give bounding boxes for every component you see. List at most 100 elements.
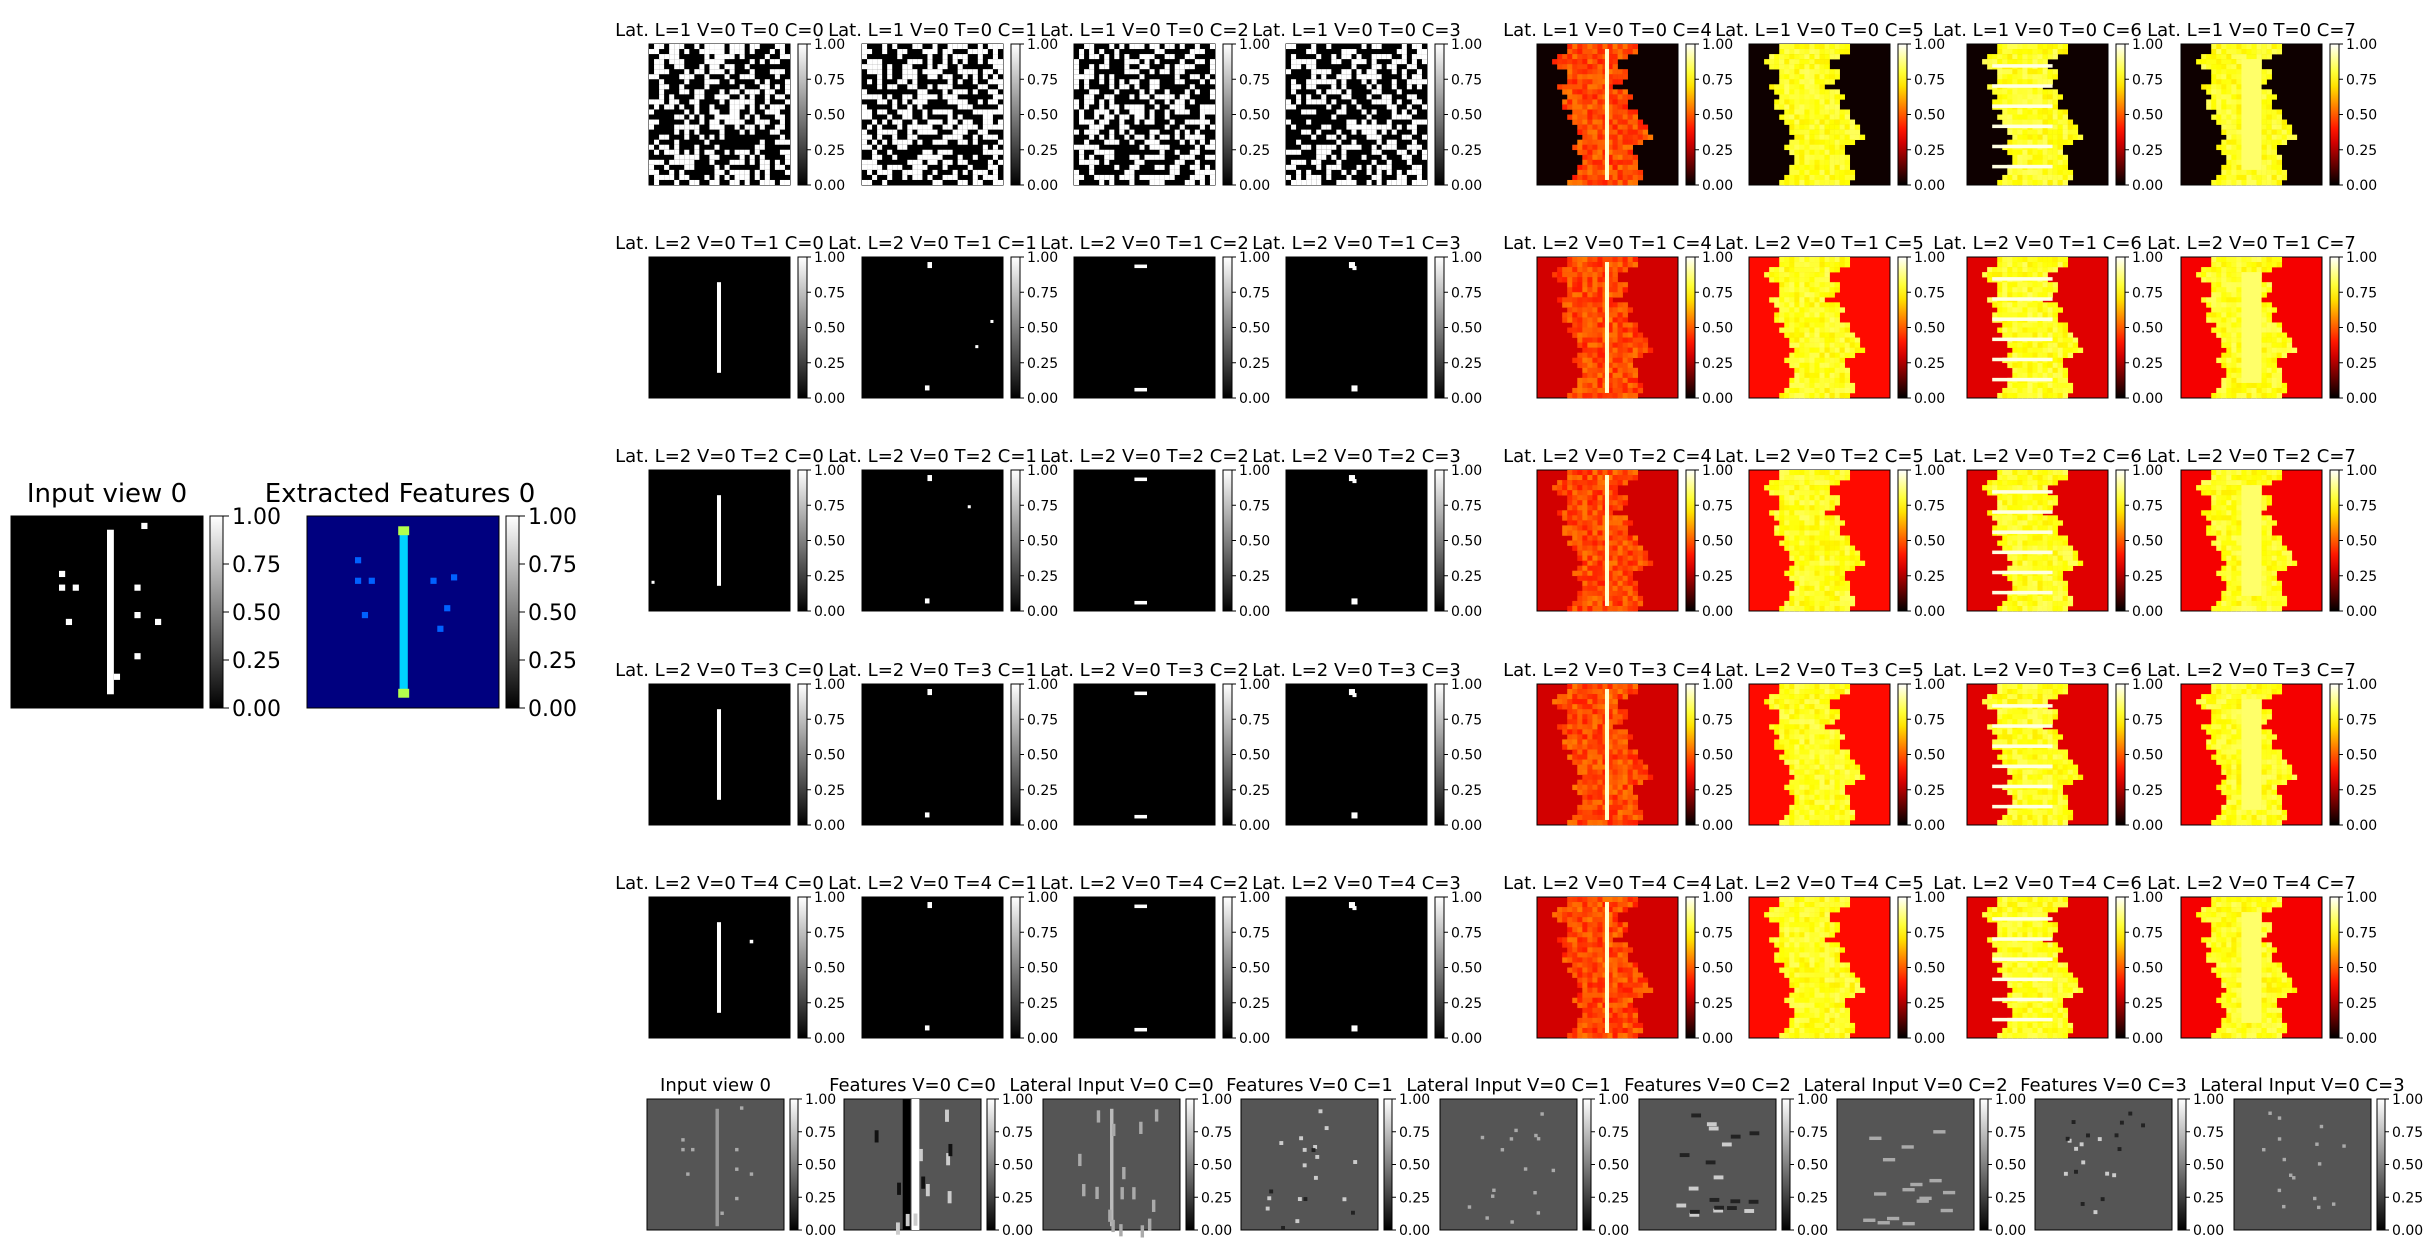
pixel — [1809, 59, 1815, 65]
pixel — [1819, 347, 1825, 353]
pixel — [1341, 69, 1347, 75]
pixel — [1612, 174, 1618, 181]
pixel — [1572, 44, 1578, 50]
pixel — [684, 89, 690, 95]
pixel — [1617, 267, 1623, 273]
pixel — [749, 154, 755, 160]
pixel — [882, 169, 888, 175]
pixel — [59, 570, 66, 578]
pixel — [1637, 352, 1644, 359]
pixel — [1834, 119, 1840, 125]
pixel — [1597, 317, 1603, 323]
pixel — [2231, 287, 2237, 293]
pixel — [1779, 277, 1785, 283]
pixel — [1144, 64, 1150, 70]
pixel — [1577, 164, 1583, 171]
pixel — [1617, 134, 1623, 140]
pixel — [1612, 119, 1618, 125]
pixel — [1844, 44, 1851, 50]
pixel — [1074, 64, 1080, 70]
pixel — [1154, 174, 1160, 180]
pixel — [1794, 347, 1800, 353]
pixel — [997, 109, 1003, 115]
colorbar — [1434, 256, 1445, 399]
pixel — [997, 139, 1003, 145]
pixel — [1361, 44, 1367, 50]
pixel — [1401, 69, 1407, 75]
pixel — [1562, 277, 1568, 283]
pixel — [1079, 114, 1085, 120]
pixel — [1632, 179, 1639, 186]
pixel — [1632, 550, 1639, 556]
pixel — [1582, 535, 1588, 541]
pixel — [2017, 342, 2023, 348]
pixel — [1774, 104, 1780, 110]
pixel — [1814, 367, 1820, 374]
pixel — [1804, 129, 1810, 135]
pixel — [2007, 149, 2013, 156]
pixel — [1632, 470, 1639, 476]
pixel — [2256, 262, 2262, 268]
colorbar-tick-label: 0.75 — [1027, 285, 1058, 301]
pixel — [779, 134, 785, 140]
pixel — [907, 134, 913, 140]
pixel — [1829, 169, 1835, 176]
pixel — [1567, 94, 1573, 100]
pixel — [927, 49, 933, 55]
pixel — [997, 79, 1003, 85]
pixel — [2042, 154, 2048, 161]
pixel — [877, 59, 883, 65]
pixel — [2047, 54, 2053, 60]
pixel — [1401, 154, 1407, 160]
pixel — [1627, 550, 1633, 556]
pixel — [2062, 159, 2069, 166]
pixel — [2236, 312, 2242, 318]
pixel — [2211, 104, 2217, 110]
panel-title: Lat. L=2 V=0 T=2 C=3 — [1252, 446, 1461, 467]
pixel — [1286, 149, 1292, 155]
pixel — [2002, 272, 2008, 278]
pixel — [1597, 302, 1603, 308]
pixel — [1592, 282, 1598, 288]
pixel — [2047, 372, 2053, 379]
pixel — [1814, 64, 1820, 70]
colorbar — [1685, 43, 1696, 186]
pixel — [992, 109, 998, 115]
pixel — [2012, 94, 2018, 100]
pixel — [1597, 277, 1603, 283]
pixel — [1567, 64, 1573, 70]
pixel — [1291, 79, 1297, 85]
pixel — [2251, 44, 2257, 50]
pixel — [764, 84, 770, 90]
pixel — [1597, 327, 1603, 333]
pixel — [1597, 272, 1603, 278]
pixel — [1627, 570, 1633, 577]
pixel — [2236, 362, 2242, 369]
colorbar-tick-label: 1.00 — [1239, 250, 1270, 266]
pixel — [1794, 362, 1800, 369]
colorbar-tick-label: 0.25 — [1702, 569, 1733, 585]
pixel — [1597, 169, 1603, 176]
pixel — [1829, 342, 1835, 348]
pixel — [867, 64, 873, 70]
pixel — [2012, 342, 2018, 348]
pixel — [684, 154, 690, 160]
pixel — [1587, 555, 1593, 561]
pixel — [1834, 169, 1840, 176]
pixel — [1799, 114, 1805, 120]
pixel — [1099, 104, 1105, 110]
pixel — [2271, 94, 2277, 100]
pixel — [2032, 342, 2038, 348]
pixel — [1607, 114, 1613, 120]
pixel — [1779, 262, 1785, 268]
pixel — [2231, 79, 2237, 85]
pixel — [784, 79, 790, 85]
pixel — [2032, 69, 2038, 75]
pixel — [1592, 505, 1598, 511]
pixel — [2266, 337, 2272, 343]
pixel — [1194, 134, 1200, 140]
pixel — [674, 129, 680, 135]
pixel — [1592, 480, 1598, 486]
pixel — [1809, 352, 1815, 359]
pixel — [1321, 79, 1327, 85]
